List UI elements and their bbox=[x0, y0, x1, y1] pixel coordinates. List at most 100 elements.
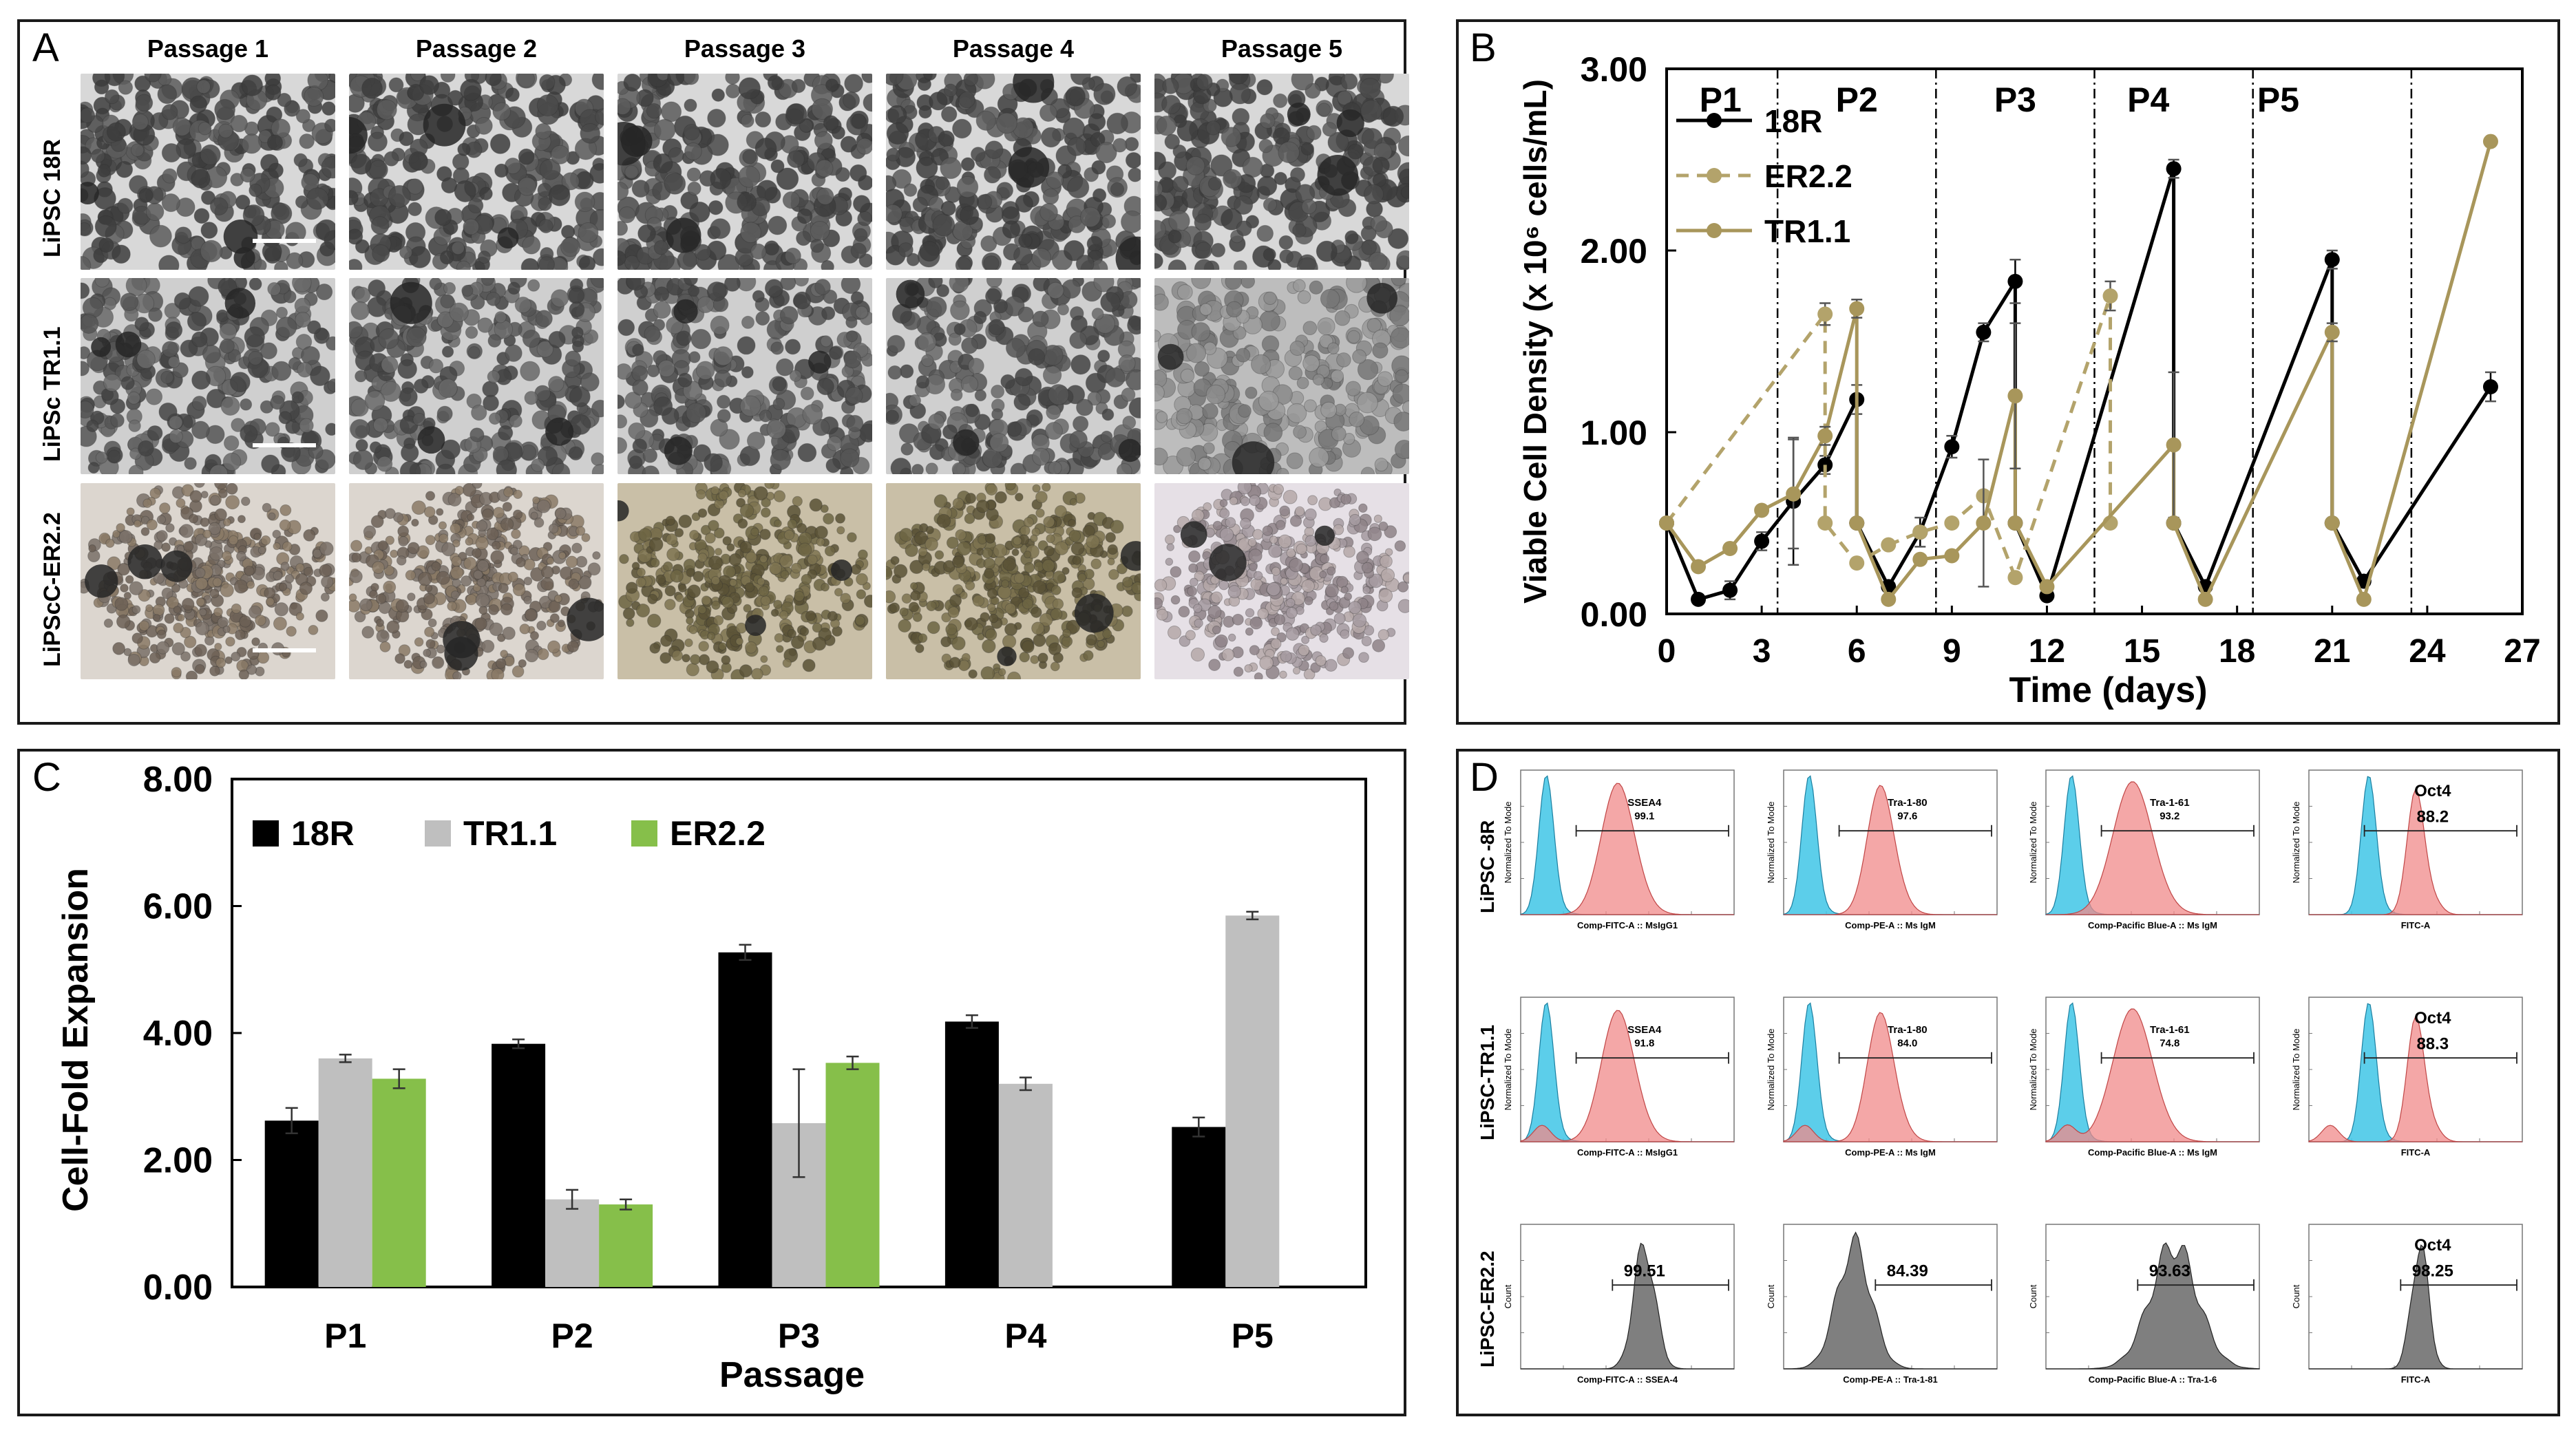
flow-x-axis-label: Comp-Pacific Blue-A :: Ms IgM bbox=[2088, 1147, 2217, 1158]
series-line-18r bbox=[1665, 168, 2493, 602]
x-tick-label: 24 bbox=[2409, 633, 2446, 670]
y-tick-label: 0.00 bbox=[1581, 595, 1647, 634]
x-tick-label-p3: P3 bbox=[778, 1317, 820, 1355]
data-point bbox=[1786, 486, 1802, 502]
data-point bbox=[1849, 301, 1865, 317]
data-point bbox=[1976, 324, 1992, 340]
flow-histogram-r2-c2: Normalized To Mode Tra-1-8084.0Comp-PE-A … bbox=[1766, 997, 1998, 1158]
data-point bbox=[1944, 439, 1960, 455]
x-axis-label: Time (days) bbox=[2009, 670, 2207, 710]
flow-x-axis-label: Comp-FITC-A :: MsIgG1 bbox=[1577, 1147, 1678, 1158]
x-tick-label-p1: P1 bbox=[324, 1317, 366, 1355]
micrograph-r3-c2 bbox=[349, 483, 604, 679]
row-header-2: LiPSc TR1.1 bbox=[39, 326, 65, 462]
panel-b-label: B bbox=[1470, 25, 1497, 70]
x-tick-label: 27 bbox=[2504, 633, 2540, 670]
row-header-1: LiPSC 18R bbox=[39, 139, 65, 257]
micrograph-r2-c2 bbox=[349, 278, 604, 474]
data-point bbox=[1691, 559, 1707, 575]
gate-percentage: 91.8 bbox=[1634, 1037, 1654, 1049]
flow-x-axis-label: Comp-FITC-A :: SSEA-4 bbox=[1577, 1374, 1678, 1385]
row-header-3: LiPScC-ER2.2 bbox=[39, 512, 65, 667]
legend-entry-2: ER2.2 bbox=[1764, 158, 1852, 194]
data-point bbox=[2007, 570, 2023, 586]
y-tick-label: 4.00 bbox=[143, 1014, 213, 1054]
gate-percentage: 84.0 bbox=[1897, 1037, 1917, 1049]
data-point bbox=[2166, 515, 2182, 531]
data-point bbox=[1659, 515, 1674, 531]
data-point bbox=[1691, 591, 1707, 607]
y-tick-label: 6.00 bbox=[143, 887, 213, 927]
flow-histogram-r1-c3: Normalized To Mode Tra-1-6193.2Comp-Pacif… bbox=[2028, 769, 2260, 930]
flow-x-axis-label: Comp-PE-A :: Ms IgM bbox=[1845, 1147, 1936, 1158]
gate-marker: SSEA4 bbox=[1627, 797, 1662, 809]
gate-percentage: 99.51 bbox=[1624, 1262, 1665, 1280]
bar-18r-p2 bbox=[492, 1043, 546, 1287]
micrograph-r3-c3 bbox=[617, 483, 872, 679]
data-point bbox=[1881, 537, 1897, 553]
x-tick-label: 21 bbox=[2314, 633, 2350, 670]
gate-percentage: 93.63 bbox=[2149, 1262, 2190, 1280]
data-point bbox=[1754, 502, 1770, 518]
micrograph-r1-c3 bbox=[617, 74, 872, 270]
micrograph-r2-c1 bbox=[81, 278, 335, 474]
flow-x-axis-label: FITC-A bbox=[2401, 920, 2431, 930]
y-tick-label: 1.00 bbox=[1581, 414, 1647, 452]
micrograph-r1-c5 bbox=[1154, 74, 1409, 270]
x-tick-label: 18 bbox=[2219, 633, 2255, 670]
bar-tr11-p5 bbox=[1225, 915, 1280, 1287]
bar-18r-p5 bbox=[1172, 1127, 1226, 1287]
legend-entry-3: ER2.2 bbox=[670, 814, 766, 853]
scale-bar bbox=[253, 648, 316, 652]
x-tick-label: 12 bbox=[2029, 633, 2065, 670]
gate-marker: Oct4 bbox=[2414, 1009, 2451, 1028]
micrograph-r3-c4 bbox=[886, 483, 1141, 679]
flow-x-axis-label: Comp-FITC-A :: MsIgG1 bbox=[1577, 920, 1678, 930]
data-point bbox=[1817, 515, 1833, 531]
panel-a: A Passage 1 Passage 2 Passage 3 Passage 4 Pa… bbox=[17, 19, 1409, 725]
micrograph-r3-c5 bbox=[1154, 483, 1409, 679]
passage-label-p3: P3 bbox=[1994, 81, 2036, 119]
series-line-er22 bbox=[1665, 295, 2113, 583]
flow-x-axis-label: FITC-A bbox=[2401, 1374, 2431, 1385]
data-point bbox=[2324, 515, 2340, 531]
micrograph-r1-c1 bbox=[81, 74, 335, 270]
data-point bbox=[1722, 540, 1738, 556]
data-point bbox=[1849, 555, 1865, 571]
panel-b: B P1 P2 P3 P4 P5 0.00 1.00 2.00 3.00 0 3 6 9 12 15 18 21… bbox=[1456, 19, 2560, 725]
passage-label-p4: P4 bbox=[2127, 81, 2169, 119]
passage-label-p1: P1 bbox=[1700, 81, 1742, 119]
gate-marker: Tra-1-80 bbox=[1888, 797, 1928, 809]
y-axis-label: Cell-Fold Expansion bbox=[56, 868, 96, 1212]
data-point bbox=[1817, 306, 1833, 322]
gate-percentage: 84.39 bbox=[1887, 1262, 1928, 1280]
data-point bbox=[2324, 252, 2340, 268]
x-tick-label-p5: P5 bbox=[1232, 1317, 1274, 1355]
data-point bbox=[2482, 134, 2498, 149]
data-point bbox=[1976, 515, 1992, 531]
x-tick-label: 0 bbox=[1658, 633, 1676, 670]
gate-marker: Tra-1-61 bbox=[2150, 797, 2190, 809]
data-point bbox=[2102, 288, 2118, 304]
data-point bbox=[2324, 324, 2340, 340]
column-header-passage-1: Passage 1 bbox=[147, 34, 269, 63]
y-axis-label: Viable Cell Density (x 10⁶ cells/mL) bbox=[1517, 79, 1553, 604]
data-point bbox=[1944, 548, 1960, 564]
cell-fold-expansion-chart: 0.00 2.00 4.00 6.00 8.00 Cell-Fold Expansion P… bbox=[56, 760, 1367, 1395]
y-tick-label: 2.00 bbox=[143, 1141, 213, 1181]
panel-c-label: C bbox=[32, 755, 61, 800]
data-point bbox=[2039, 579, 2055, 595]
legend-entry-3: TR1.1 bbox=[1764, 213, 1850, 249]
flow-x-axis-label: Comp-PE-A :: Ms IgM bbox=[1845, 920, 1936, 930]
gate-percentage: 97.6 bbox=[1897, 810, 1917, 822]
bar-er22-p1 bbox=[372, 1078, 426, 1287]
gate-percentage: 98.25 bbox=[2412, 1262, 2453, 1280]
passage-label-p2: P2 bbox=[1836, 81, 1878, 119]
micrograph-r1-c2 bbox=[349, 74, 604, 270]
y-tick-label: 8.00 bbox=[143, 760, 213, 800]
